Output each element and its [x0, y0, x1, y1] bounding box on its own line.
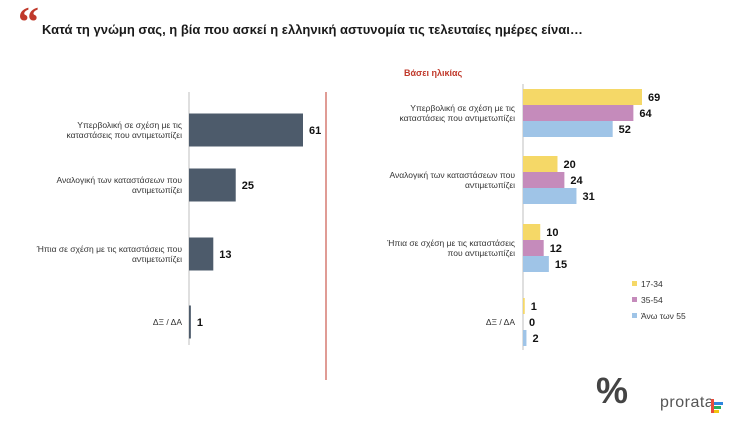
category-label: Υπερβολική σε σχέση με τις καταστάσεις πο… [66, 120, 182, 140]
data-label-total: 25 [242, 180, 254, 192]
data-label-total: 1 [197, 317, 203, 329]
bar-age-3 [523, 256, 549, 272]
page-title: Κατά τη γνώμη σας, η βία που ασκεί η ελλ… [42, 22, 583, 37]
brand-logo-text: prorata [660, 394, 715, 411]
data-label-age-2: 0 [529, 317, 535, 329]
data-label-total: 61 [309, 125, 321, 137]
data-label-age-3: 31 [582, 191, 594, 203]
data-label-age-2: 24 [570, 175, 583, 187]
data-label-total: 13 [219, 249, 231, 261]
bar-age-3 [523, 121, 613, 137]
category-label: Αναλογική των καταστάσεων που αντιμετωπίζ… [56, 175, 182, 195]
data-label-age-1: 69 [648, 92, 660, 104]
quote-mark: “ [18, 0, 39, 46]
category-label: ΔΞ / ΔΑ [153, 317, 182, 327]
bar-total [189, 305, 191, 339]
category-label: Ήπια σε σχέση με τις καταστάσεις που αντι… [36, 244, 183, 264]
category-label-age: Υπερβολική σε σχέση με τις καταστάσεις πο… [399, 103, 515, 123]
brand-bars-icon [711, 399, 723, 413]
brand-percent-icon: % [596, 370, 629, 411]
bar-age-2 [523, 105, 634, 121]
category-label-age: ΔΞ / ΔΑ [486, 317, 515, 327]
bar-age-1 [523, 89, 642, 105]
bar-total [189, 113, 303, 147]
bar-total [189, 168, 236, 202]
data-label-age-1: 1 [531, 301, 537, 313]
legend-label-1: 17-34 [641, 279, 663, 289]
bar-age-3 [523, 330, 527, 346]
bar-age-2 [523, 172, 565, 188]
bar-age-1 [523, 224, 541, 240]
legend-label-3: Άνω των 55 [641, 311, 686, 321]
data-label-age-3: 2 [532, 333, 538, 345]
legend-label-2: 35-54 [641, 295, 663, 305]
legend-swatch-1 [632, 281, 637, 286]
legend-swatch-2 [632, 297, 637, 302]
bar-age-2 [523, 240, 544, 256]
data-label-age-3: 52 [619, 124, 631, 136]
data-label-age-2: 12 [550, 243, 562, 255]
bar-age-3 [523, 188, 577, 204]
chart-subtitle: Βάσει ηλικίας [404, 68, 463, 78]
data-label-age-2: 64 [639, 108, 652, 120]
category-label-age: Αναλογική των καταστάσεων που αντιμετωπίζ… [389, 170, 515, 190]
data-label-age-1: 20 [563, 159, 575, 171]
data-label-age-3: 15 [555, 259, 567, 271]
bar-total [189, 237, 214, 271]
bar-age-1 [523, 156, 558, 172]
legend-swatch-3 [632, 313, 637, 318]
bar-age-1 [523, 298, 525, 314]
category-label-age: Ήπια σε σχέση με τις καταστάσεις που αντι… [386, 238, 515, 258]
data-label-age-1: 10 [546, 227, 558, 239]
